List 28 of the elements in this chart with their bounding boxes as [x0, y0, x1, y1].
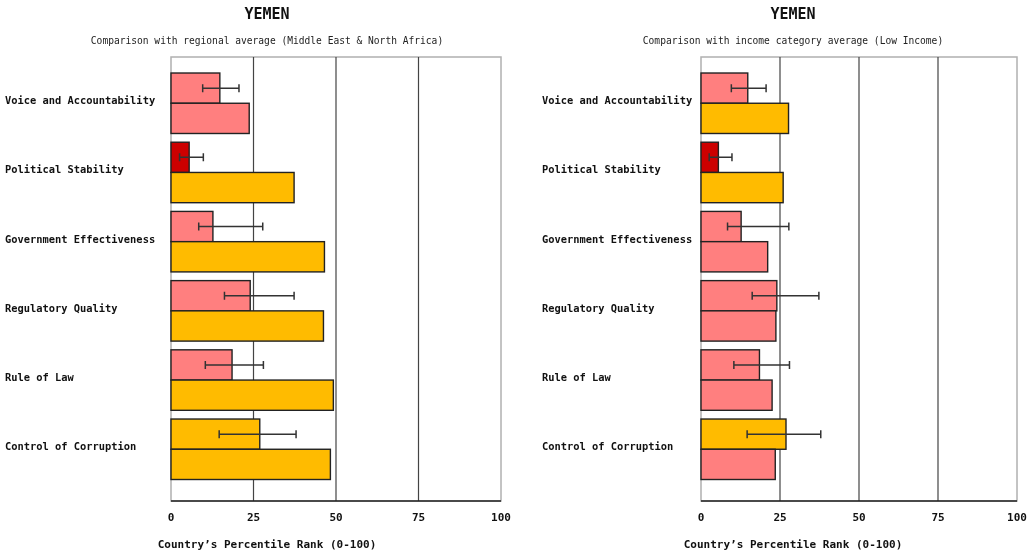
x-tick-label: 50	[852, 511, 866, 524]
x-axis-title: Country’s Percentile Rank (0-100)	[683, 538, 903, 551]
y-tick-label: Control of Corruption	[542, 440, 674, 453]
x-tick-label: 100	[491, 511, 511, 524]
y-tick-label: Rule of Law	[5, 371, 75, 384]
y-tick-label: Government Effectiveness	[5, 232, 156, 245]
chart-subtitle: Comparison with regional average (Middle East & North Africa)	[90, 35, 444, 46]
x-tick-label: 0	[697, 511, 705, 524]
x-tick-label: 100	[1007, 511, 1027, 524]
y-tick-label: Rule of Law	[542, 371, 612, 384]
x-tick-label: 75	[931, 511, 945, 524]
y-tick-label: Voice and Accountability	[542, 94, 693, 107]
chart-subtitle: Comparison with income category average (Low Income)	[642, 35, 944, 46]
y-tick-label: Control of Corruption	[5, 440, 137, 453]
y-tick-label: Political Stability	[5, 163, 124, 176]
x-tick-label: 25	[773, 511, 787, 524]
y-tick-label: Regulatory Quality	[5, 301, 118, 314]
x-axis-title: Country’s Percentile Rank (0-100)	[157, 538, 377, 551]
y-tick-label: Voice and Accountability	[5, 94, 156, 107]
y-tick-label: Regulatory Quality	[542, 301, 655, 314]
chart-title: YEMEN	[770, 5, 816, 23]
y-tick-label: Government Effectiveness	[542, 232, 693, 245]
x-tick-label: 50	[329, 511, 343, 524]
y-tick-label: Political Stability	[542, 163, 661, 176]
x-tick-label: 75	[411, 511, 426, 524]
x-tick-label: 0	[167, 511, 175, 524]
x-tick-label: 25	[246, 511, 261, 524]
chart-title: YEMEN	[244, 5, 290, 23]
